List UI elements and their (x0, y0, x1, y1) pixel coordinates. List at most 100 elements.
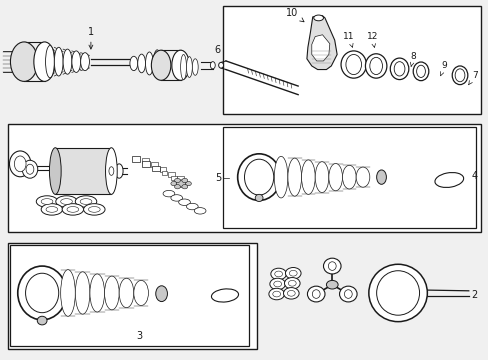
Text: 12: 12 (366, 32, 377, 48)
Ellipse shape (63, 49, 72, 74)
Bar (8, 125, 480, 232)
Ellipse shape (268, 288, 284, 300)
Ellipse shape (210, 62, 215, 69)
Ellipse shape (289, 270, 297, 276)
Ellipse shape (75, 272, 90, 314)
Bar (177, 176, 183, 181)
Ellipse shape (46, 207, 58, 212)
Bar (222, 6, 480, 114)
Text: 2: 2 (470, 290, 477, 300)
Ellipse shape (340, 51, 366, 78)
Text: 1: 1 (88, 27, 94, 49)
Ellipse shape (145, 52, 153, 75)
Ellipse shape (389, 58, 408, 80)
Ellipse shape (369, 57, 382, 75)
Ellipse shape (109, 167, 114, 175)
Ellipse shape (41, 204, 62, 215)
Bar (152, 166, 159, 171)
Ellipse shape (339, 286, 356, 302)
Ellipse shape (34, 42, 55, 81)
Ellipse shape (178, 199, 190, 206)
Text: 3: 3 (136, 330, 142, 341)
Ellipse shape (307, 286, 325, 302)
Ellipse shape (81, 53, 89, 71)
Ellipse shape (83, 204, 105, 215)
Ellipse shape (393, 62, 404, 76)
Ellipse shape (182, 178, 187, 183)
Bar (132, 156, 140, 162)
Ellipse shape (344, 290, 351, 298)
Ellipse shape (328, 262, 335, 270)
Ellipse shape (218, 62, 223, 68)
Ellipse shape (56, 196, 77, 207)
Ellipse shape (138, 54, 145, 73)
Ellipse shape (151, 50, 170, 80)
Ellipse shape (156, 286, 167, 302)
Ellipse shape (10, 42, 38, 81)
Polygon shape (306, 16, 336, 69)
Ellipse shape (163, 190, 174, 197)
Ellipse shape (288, 280, 296, 286)
Ellipse shape (368, 264, 427, 321)
Ellipse shape (105, 148, 117, 194)
Ellipse shape (237, 154, 280, 201)
Ellipse shape (176, 180, 185, 187)
Ellipse shape (272, 291, 280, 297)
Ellipse shape (323, 258, 340, 274)
Bar (171, 176, 177, 180)
Ellipse shape (287, 158, 301, 196)
Ellipse shape (376, 170, 386, 184)
Ellipse shape (174, 178, 180, 183)
Ellipse shape (273, 281, 281, 287)
Bar (222, 127, 475, 228)
Ellipse shape (182, 185, 187, 189)
Ellipse shape (451, 66, 467, 85)
Ellipse shape (328, 163, 342, 191)
Ellipse shape (285, 267, 301, 279)
Ellipse shape (61, 199, 72, 204)
Ellipse shape (61, 270, 75, 316)
Ellipse shape (454, 69, 464, 82)
Text: 8: 8 (409, 52, 416, 67)
Ellipse shape (90, 274, 104, 312)
Ellipse shape (284, 278, 300, 289)
Ellipse shape (185, 181, 191, 186)
Ellipse shape (211, 289, 238, 302)
Ellipse shape (274, 156, 287, 198)
Ellipse shape (345, 54, 361, 75)
Ellipse shape (67, 207, 79, 212)
Ellipse shape (37, 316, 47, 325)
Ellipse shape (315, 162, 328, 193)
Ellipse shape (194, 208, 205, 214)
Ellipse shape (14, 156, 26, 172)
Ellipse shape (192, 59, 198, 75)
Text: 7: 7 (468, 71, 477, 85)
Ellipse shape (36, 196, 58, 207)
Ellipse shape (412, 62, 428, 81)
Ellipse shape (41, 199, 53, 204)
Ellipse shape (88, 207, 100, 212)
Ellipse shape (355, 167, 369, 187)
Polygon shape (311, 35, 329, 61)
Ellipse shape (62, 204, 83, 215)
Text: 6: 6 (214, 45, 220, 55)
Bar (159, 167, 166, 172)
Ellipse shape (22, 160, 38, 178)
Ellipse shape (186, 203, 198, 210)
Ellipse shape (416, 65, 425, 77)
Ellipse shape (376, 271, 419, 315)
Bar (55, 148, 111, 194)
Bar (161, 171, 167, 175)
Ellipse shape (434, 172, 463, 188)
Ellipse shape (45, 45, 54, 78)
Ellipse shape (312, 290, 320, 298)
Bar (168, 172, 175, 177)
Ellipse shape (180, 54, 186, 80)
Ellipse shape (174, 185, 180, 189)
Bar (8, 243, 256, 348)
Ellipse shape (18, 266, 66, 320)
Ellipse shape (153, 50, 161, 77)
Ellipse shape (269, 278, 285, 290)
Ellipse shape (134, 280, 148, 306)
Ellipse shape (287, 291, 295, 296)
